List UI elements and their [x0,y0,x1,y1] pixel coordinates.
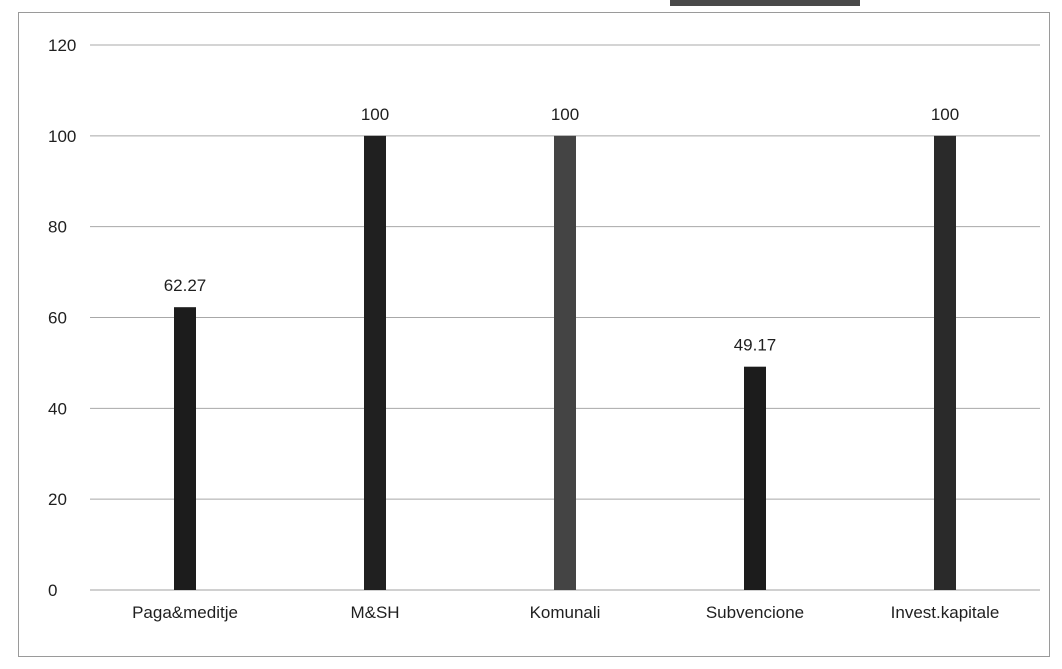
bars [174,135,956,591]
category-label-4: Invest.kapitale [891,603,1000,622]
data-label-4: 100 [931,105,959,124]
bar-2 [554,135,576,591]
y-tick-label-20: 20 [48,490,67,509]
category-label-3: Subvencione [706,603,804,622]
bar-4 [934,135,956,591]
y-tick-label-80: 80 [48,218,67,237]
y-tick-label-100: 100 [48,127,76,146]
data-label-2: 100 [551,105,579,124]
y-tick-label-0: 0 [48,581,57,600]
y-axis-tick-labels: 0 20 40 60 80 100 120 [48,36,76,600]
cropped-title-fragment [670,0,860,6]
bar-0 [174,307,196,590]
bar-1 [364,135,386,591]
data-labels: 62.27 100 100 49.17 100 [164,105,959,355]
data-label-3: 49.17 [734,336,777,355]
y-tick-label-60: 60 [48,309,67,328]
bar-3 [744,366,766,590]
category-label-1: M&SH [350,603,399,622]
data-label-1: 100 [361,105,389,124]
y-tick-label-40: 40 [48,399,67,418]
data-label-0: 62.27 [164,276,207,295]
y-tick-label-120: 120 [48,36,76,55]
x-axis-category-labels: Paga&meditje M&SH Komunali Subvencione Inves… [132,603,999,622]
category-label-2: Komunali [530,603,601,622]
chart-frame [18,12,1050,657]
category-label-0: Paga&meditje [132,603,238,622]
